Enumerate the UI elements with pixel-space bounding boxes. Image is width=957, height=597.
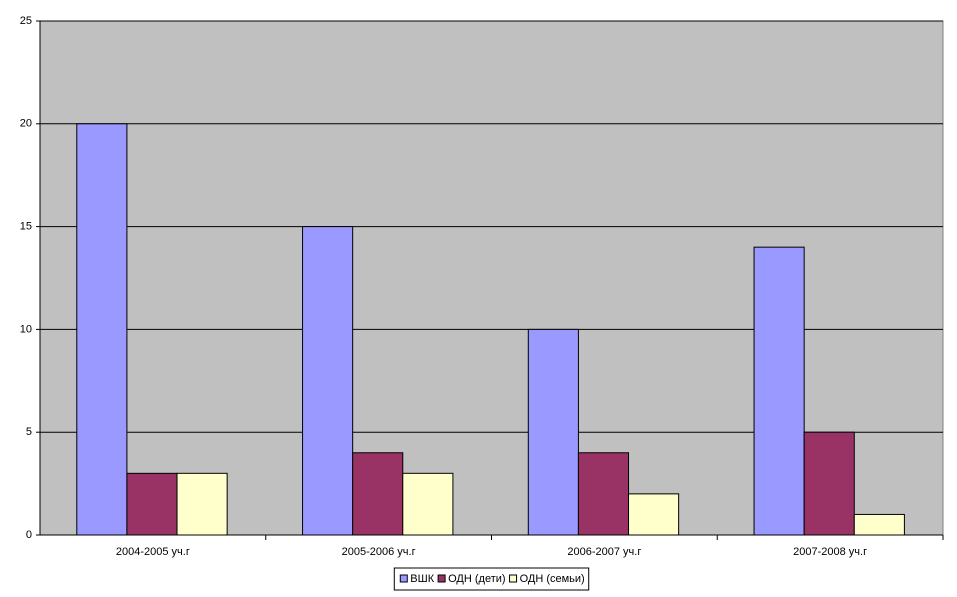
legend-swatch (437, 574, 446, 583)
x-tick-label: 2004-2005 уч.г (116, 546, 190, 558)
legend: ВШК ОДН (дети) ОДН (семьи) (393, 567, 590, 591)
y-tick-label: 15 (20, 221, 32, 233)
x-tick-label: 2007-2008 уч.г (793, 546, 867, 558)
y-tick-label: 10 (20, 323, 32, 335)
y-tick-label: 25 (20, 15, 32, 27)
bar (628, 493, 680, 536)
x-tick-label: 2006-2007 уч.г (567, 546, 641, 558)
legend-box (393, 567, 590, 591)
bar (853, 513, 905, 536)
bar (527, 328, 579, 536)
bar (577, 452, 630, 536)
bar (76, 123, 128, 536)
bar (753, 246, 805, 536)
bar (126, 472, 178, 536)
legend-swatch (509, 574, 518, 583)
y-tick-label: 5 (26, 426, 32, 438)
legend-label: ВШК (410, 573, 434, 585)
bar (302, 226, 354, 536)
y-tick-label: 0 (26, 529, 32, 541)
bar (176, 472, 228, 536)
legend-label: ОДН (семьи) (520, 573, 585, 585)
bar (352, 452, 404, 536)
x-tick-label: 2005-2006 уч.г (342, 546, 416, 558)
y-tick-label: 20 (20, 118, 32, 130)
bar (402, 472, 454, 536)
legend-swatch (399, 574, 408, 583)
bar (803, 431, 855, 536)
legend-label: ОДН (дети) (448, 573, 505, 585)
